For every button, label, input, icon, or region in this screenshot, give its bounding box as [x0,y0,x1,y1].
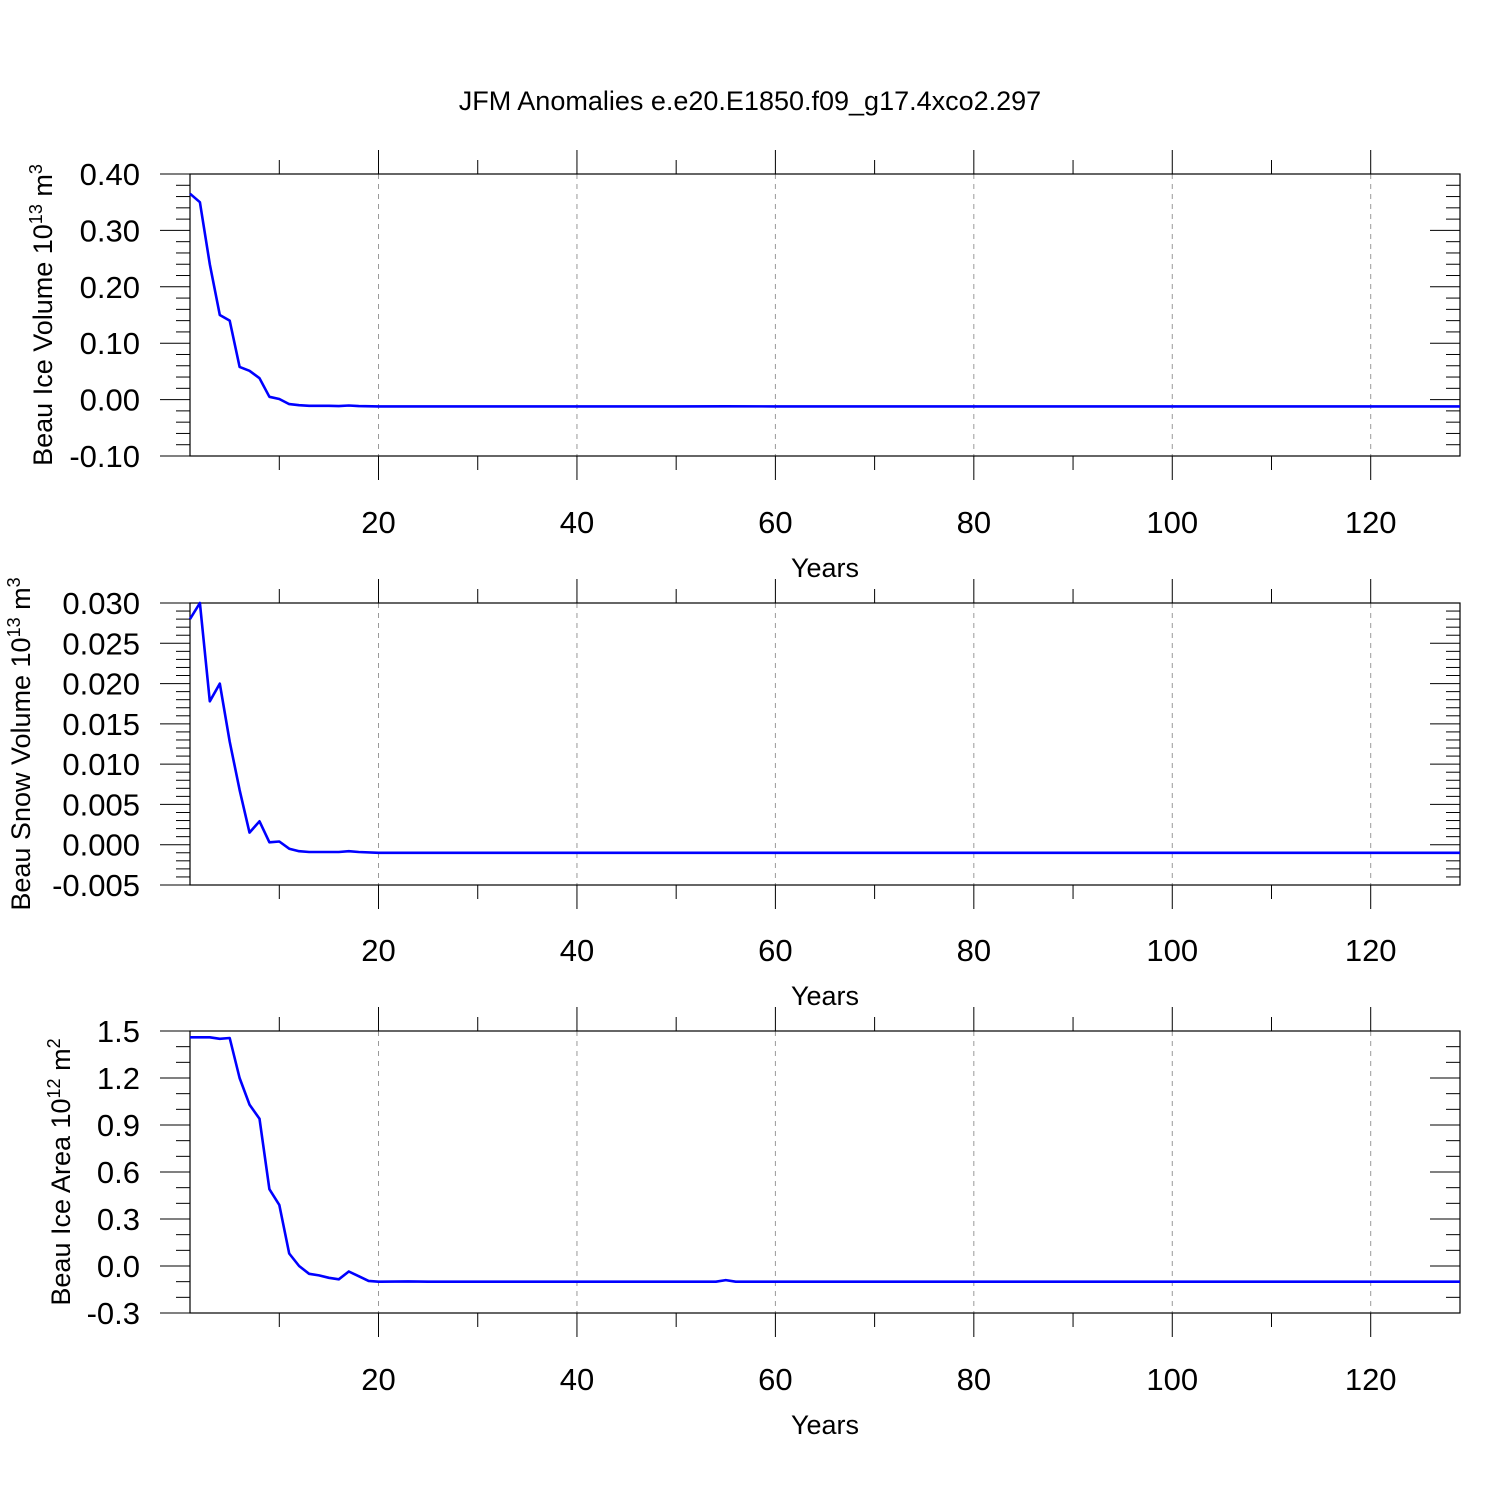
x-tick-label: 60 [758,505,792,540]
y-tick-label: -0.10 [69,439,140,474]
x-tick-label: 120 [1345,1362,1397,1397]
y-tick-label: 0.000 [62,828,140,863]
plot-frame [189,173,1461,457]
x-tick-label: 20 [361,505,395,540]
y-tick-label: 0.40 [80,157,140,192]
chart-panels: -0.10 0.00 0.10 0.20 0.30 0.40 20 40 60 80 100 120 Y… [4,150,1461,1440]
x-tick-label: 80 [957,1362,991,1397]
y-tick-label: 0.30 [80,213,140,248]
y-axis-title-part: m [6,587,36,617]
x-tick-label: 120 [1345,505,1397,540]
chart-panel-3: -0.3 0.0 0.3 0.6 0.9 1.2 1.5 20 40 60 80 100 120 Year… [44,1007,1461,1440]
series-line [190,1036,1460,1283]
x-tick-label: 80 [957,505,991,540]
y-axis-title-superscript: 13 [4,617,24,637]
y-tick-label: 0.015 [62,707,140,742]
x-tick-label: 100 [1146,1362,1198,1397]
y-axis-title-superscript: 3 [4,577,24,587]
y-axis-title-superscript: 13 [26,204,46,224]
y-tick-label: 0.030 [62,586,140,621]
y-tick-label: 0.6 [97,1155,140,1190]
y-axis-title-superscript: 3 [26,164,46,174]
y-tick-label: 0.3 [97,1202,140,1237]
y-tick-label: 0.005 [62,787,140,822]
x-axis-title: Years [791,1410,859,1440]
x-tick-label: 80 [957,933,991,968]
series-line [188,601,1460,855]
x-tick-label: 20 [361,1362,395,1397]
x-axis-title: Years [791,981,859,1011]
y-tick-label: 0.025 [62,626,140,661]
plot-frame [189,1030,1461,1314]
y-axis-title: Beau Ice Area 1012 m2 [44,1038,76,1305]
x-tick-label: 40 [560,1362,594,1397]
y-tick-label: 0.020 [62,667,140,702]
x-tick-label: 40 [560,505,594,540]
x-tick-label: 20 [361,933,395,968]
x-tick-label: 100 [1146,505,1198,540]
y-axis-title: Beau Snow Volume 1013 m3 [4,577,36,910]
y-tick-label: 0.20 [80,270,140,305]
y-axis-title-part: m [28,174,58,204]
y-axis-title-part: m [46,1048,76,1078]
y-tick-label: 0.010 [62,747,140,782]
y-axis-title: Beau Ice Volume 1013 m3 [26,164,58,466]
y-axis-title-superscript: 2 [44,1038,64,1048]
y-tick-label: -0.005 [52,868,140,903]
y-tick-label: 0.10 [80,326,140,361]
y-tick-label: 0.00 [80,383,140,418]
plot-frame [189,602,1461,886]
x-tick-label: 100 [1146,933,1198,968]
y-tick-label: 1.2 [97,1061,140,1096]
chart-title: JFM Anomalies e.e20.E1850.f09_g17.4xco2.… [459,86,1041,116]
y-tick-label: 0.0 [97,1249,140,1284]
chart-panel-2: -0.005 0.000 0.005 0.010 0.015 0.020 0.025 0.03… [4,577,1461,1011]
series-line [189,192,1460,408]
y-axis-title-superscript: 12 [44,1078,64,1098]
y-axis-title-part: Beau Ice Volume 10 [28,224,58,466]
chart-panel-1: -0.10 0.00 0.10 0.20 0.30 0.40 20 40 60 80 100 120 Y… [26,150,1461,583]
x-tick-label: 60 [758,933,792,968]
x-axis-title: Years [791,553,859,583]
y-tick-label: 0.9 [97,1108,140,1143]
y-tick-label: -0.3 [87,1296,140,1331]
x-tick-label: 40 [560,933,594,968]
x-tick-label: 60 [758,1362,792,1397]
y-axis-title-part: Beau Snow Volume 10 [6,637,36,910]
y-axis-title-part: Beau Ice Area 10 [46,1098,76,1305]
x-tick-label: 120 [1345,933,1397,968]
y-tick-label: 1.5 [97,1014,140,1049]
